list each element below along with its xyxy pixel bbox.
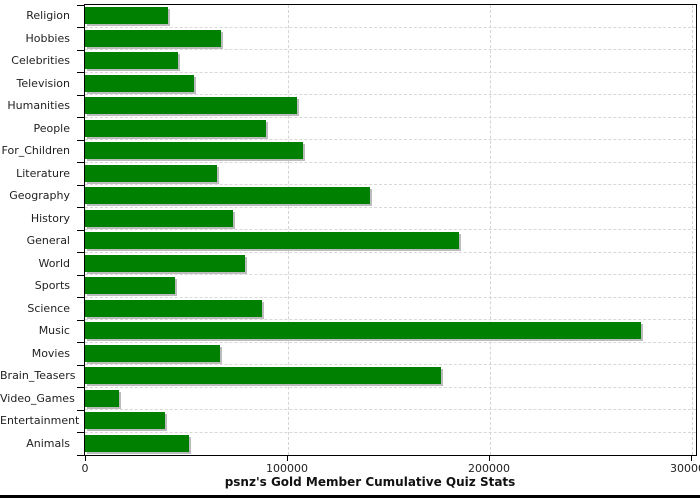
y-axis-tick [77,49,85,51]
category-label: Entertainment [0,414,80,427]
bar-celebrities [85,52,178,69]
bar-row [85,365,696,388]
x-axis-tick [691,456,692,461]
y-axis-tick [77,72,85,73]
category-label: Geography [9,189,70,202]
bar-row [85,50,696,73]
y-axis-tick [77,409,85,411]
bar-hobbies [85,29,222,47]
bar-literature [85,164,218,182]
category-label: Animals [26,436,70,450]
vertical-gridline [692,5,693,455]
y-axis-tick [77,274,85,276]
y-axis-tick [77,207,85,208]
bar-row [85,163,696,185]
x-axis-tick [287,456,288,461]
vertical-gridline [288,5,289,455]
bar-humanities [85,97,298,114]
y-axis-tick [77,184,85,186]
bar-row [85,320,696,343]
y-axis-tick [77,297,85,298]
bar-row [85,388,696,410]
category-label: Brain_Teasers [0,369,76,382]
category-label: People [33,121,70,135]
category-label: Video_Games [0,391,75,405]
y-axis-tick [77,139,85,141]
x-axis-tick [489,456,490,461]
y-axis-tick [77,319,85,321]
bar-entertainment [85,412,165,429]
bar-video_games [85,389,120,407]
bar-row [85,410,696,433]
bar-history [85,209,234,227]
bar-row [85,95,696,118]
bar-world [85,254,245,272]
plot-area [84,4,697,456]
bar-row [85,208,696,230]
bar-row [85,28,696,50]
bar-sports [85,277,175,294]
bar-row [85,5,696,28]
category-label: Humanities [7,99,70,112]
y-axis-tick [77,432,85,433]
bar-row [85,433,696,456]
category-label: History [30,211,70,225]
category-label: Literature [16,166,70,180]
x-axis-tick-label: 0 [81,462,89,475]
bar-television [85,74,195,92]
bar-row [85,118,696,140]
bar-row [85,298,696,320]
category-label: Science [27,301,70,315]
category-label: General [26,234,70,247]
x-axis-tick-label: 300000 [670,462,700,475]
bar-geography [85,187,370,204]
bar-row [85,140,696,163]
category-label: World [38,256,70,270]
x-axis-tick-label: 100000 [266,462,308,475]
y-axis-tick [77,387,85,388]
y-axis-tick [77,342,85,343]
bar-row [85,275,696,298]
category-label: Hobbies [25,31,70,45]
category-label: Music [38,324,70,337]
category-label: Sports [34,279,70,292]
y-axis-tick [77,454,85,456]
bar-animals [85,434,190,452]
y-axis-tick [77,229,85,231]
bar-movies [85,344,221,362]
bar-brain_teasers [85,367,441,384]
bottom-border [0,495,700,498]
bar-people [85,119,266,137]
category-label: Celebrities [11,54,70,67]
y-axis-tick [77,364,85,366]
category-label: Movies [31,346,70,360]
y-axis-tick [77,27,85,28]
category-label: Religion [26,9,70,22]
chart-title: psnz's Gold Member Cumulative Quiz Stats [224,475,516,489]
bar-row [85,73,696,95]
bar-row [85,230,696,253]
bar-general [85,232,459,249]
bar-religion [85,7,168,24]
bar-row [85,343,696,365]
bar-row [85,185,696,208]
bar-row [85,253,696,275]
category-label: Television [16,76,71,90]
vertical-gridline [490,5,491,455]
y-axis-tick [77,117,85,118]
x-axis-tick [85,456,86,461]
y-axis-tick [77,252,85,253]
y-axis-tick [77,4,85,6]
bar-for_children [85,142,304,159]
bar-music [85,322,641,339]
y-axis-tick [77,162,85,163]
bar-science [85,299,262,317]
y-axis-tick [77,94,85,96]
bar-rows [85,5,696,455]
x-axis-tick-label: 200000 [468,462,510,475]
category-label: For_Children [1,144,70,157]
